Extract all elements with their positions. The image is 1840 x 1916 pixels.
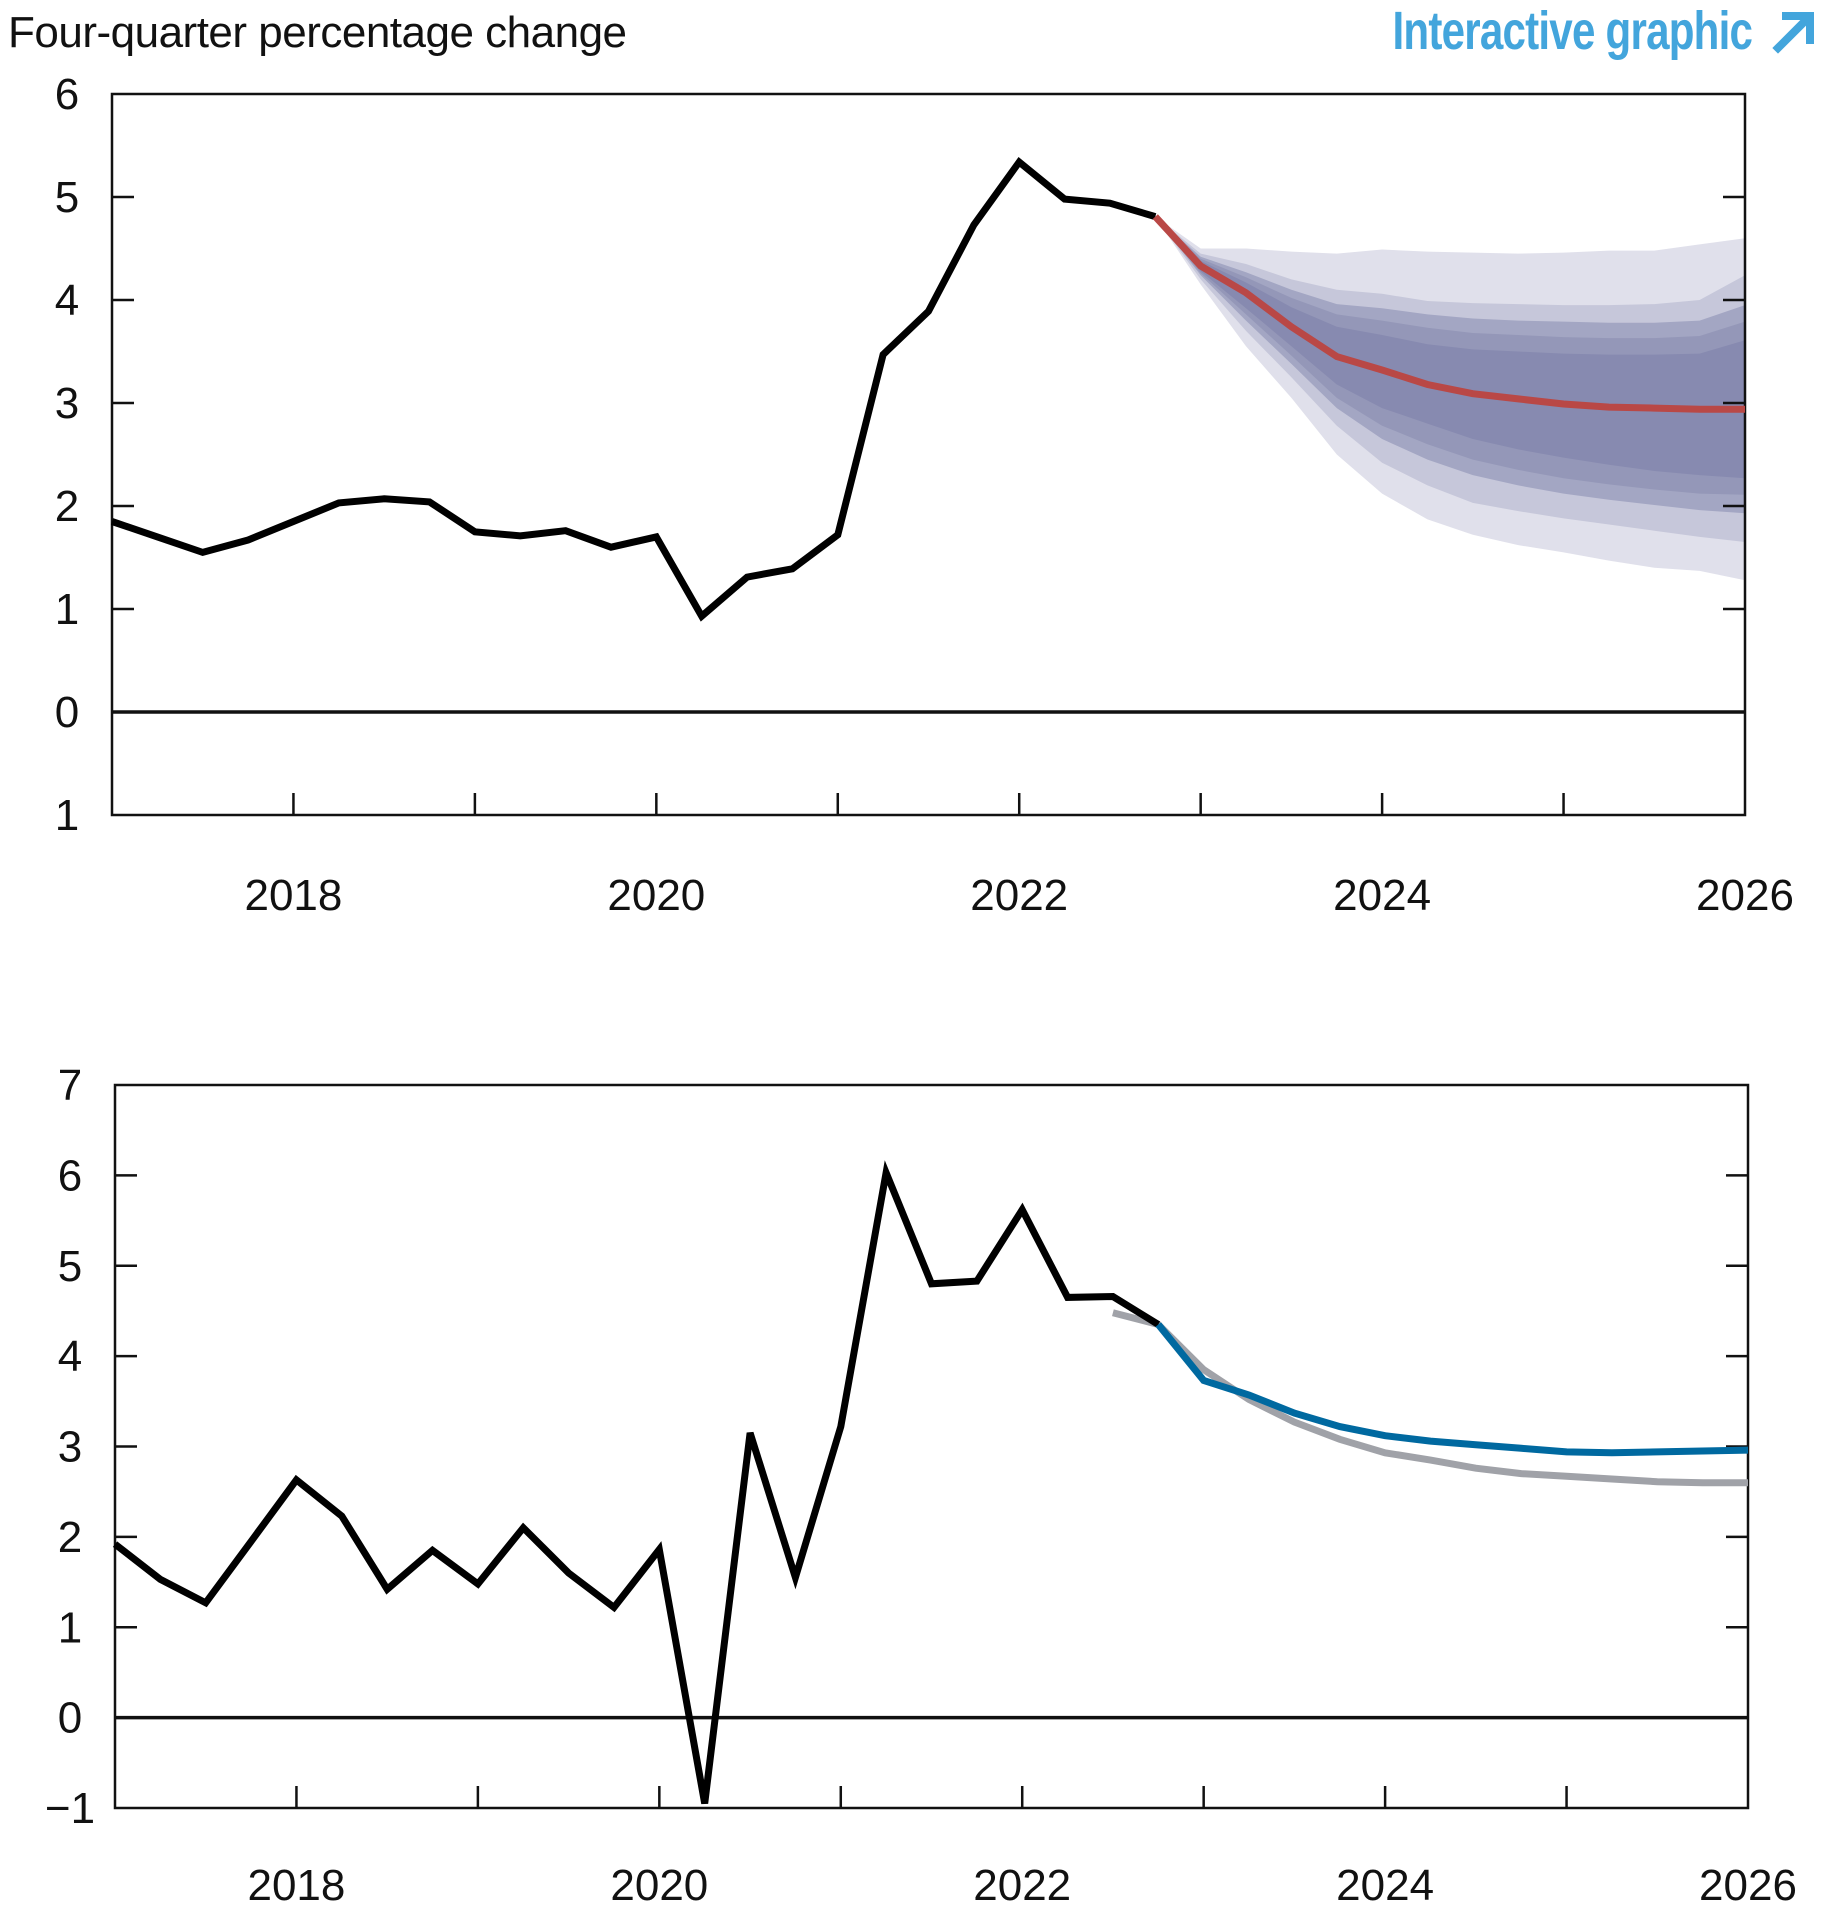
current-projection-line (1155, 1322, 1749, 1457)
history-line (112, 1160, 1161, 1805)
y-tick-label: 1 (55, 791, 79, 840)
y-tick-label: 2 (55, 482, 79, 531)
y-axis-title: Four-quarter percentage change (8, 8, 627, 57)
x-tick-label: 2020 (607, 871, 705, 920)
y-tick-label: 5 (55, 173, 79, 222)
interactive-graphic-link[interactable]: Interactive graphic (1291, 0, 1818, 62)
y-tick-label: 5 (58, 1242, 82, 1291)
y-tick-label: 6 (58, 1151, 82, 1200)
y-tick-label: 6 (55, 70, 79, 119)
chart-top: 6 5 4 3 2 1 0 1 2018 2020 2022 2024 2026 (55, 70, 1794, 920)
x-tick-label: 2022 (973, 1861, 1071, 1910)
median-projection-line (1152, 214, 1745, 413)
x-tick-label: 2026 (1696, 871, 1794, 920)
arrow-up-right-icon (1772, 12, 1814, 54)
previous-projection-line (1112, 1309, 1748, 1487)
x-tick-label: 2024 (1336, 1861, 1434, 1910)
y-tick-label: 7 (58, 1061, 82, 1110)
history-line (110, 156, 1157, 622)
x-tick-label: 2022 (970, 871, 1068, 920)
x-tick-label: 2026 (1699, 1861, 1797, 1910)
x-tick-label: 2024 (1333, 871, 1431, 920)
y-tick-label: 0 (55, 688, 79, 737)
x-tick-label: 2020 (610, 1861, 708, 1910)
y-tick-label: 1 (58, 1603, 82, 1652)
x-tick-label: 2018 (244, 871, 342, 920)
y-tick-label: 0 (58, 1694, 82, 1743)
y-tick-label: 4 (58, 1332, 82, 1381)
interactive-graphic-label: Interactive graphic (1392, 1, 1753, 61)
y-tick-label: 2 (58, 1513, 82, 1562)
y-tick-label: 1 (55, 585, 79, 634)
fan-band-10 (1155, 216, 1745, 479)
plot-frame (110, 92, 1747, 817)
y-tick-label: 3 (58, 1423, 82, 1472)
x-tick-label: 2018 (247, 1861, 345, 1910)
y-tick-label: 3 (55, 379, 79, 428)
y-tick-label: −1 (45, 1784, 95, 1833)
chart-bottom: 7 6 5 4 3 2 1 0 −1 2018 2020 2022 2024 2026 (45, 1061, 1797, 1910)
y-tick-label: 4 (55, 276, 79, 325)
